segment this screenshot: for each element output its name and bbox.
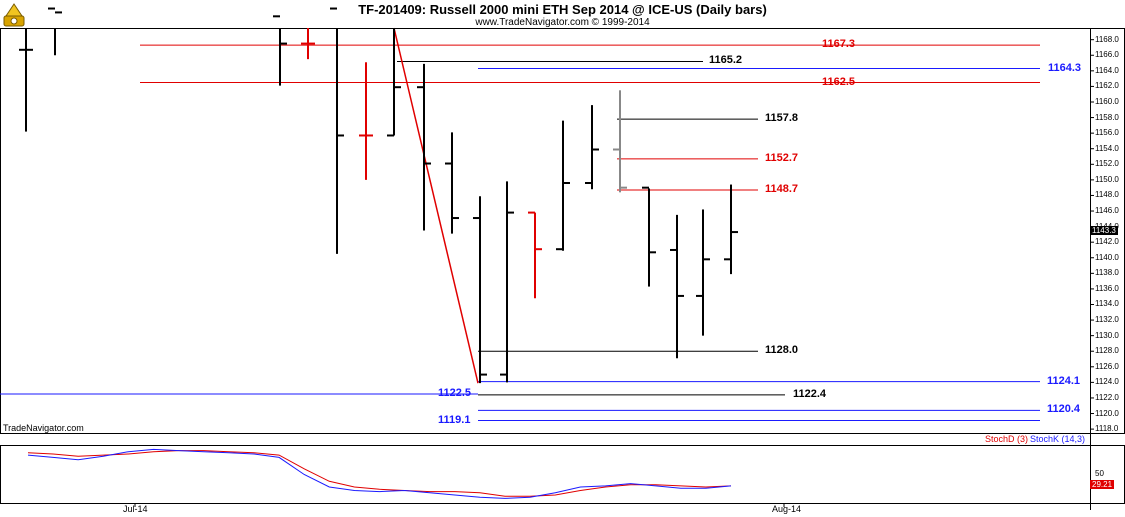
oscillator-last-value: 29.21 bbox=[1090, 480, 1115, 490]
y-tick-label: 1130.0 bbox=[1095, 330, 1119, 340]
stoch-series-line bbox=[27, 448, 732, 499]
y-tick-label: 1156.0 bbox=[1095, 128, 1119, 138]
oscillator-panel-border bbox=[0, 445, 1125, 504]
y-tick-label: 1162.0 bbox=[1095, 81, 1119, 91]
copyright-text: www.TradeNavigator.com © 1999-2014 bbox=[475, 17, 650, 28]
y-tick-label: 1150.0 bbox=[1095, 174, 1119, 184]
y-tick-label: 1154.0 bbox=[1095, 143, 1119, 153]
chart-title: TF-201409: Russell 2000 mini ETH Sep 201… bbox=[358, 2, 767, 17]
y-tick-label: 1166.0 bbox=[1095, 50, 1119, 60]
level-label-1148.7: 1148.7 bbox=[765, 183, 799, 195]
level-label-1128.0: 1128.0 bbox=[765, 344, 799, 357]
stoch-series-line bbox=[27, 450, 732, 497]
level-label-1167.3: 1167.3 bbox=[822, 38, 856, 51]
trade-navigator-logo-icon bbox=[2, 2, 26, 28]
y-tick-label: 1122.0 bbox=[1095, 392, 1119, 402]
y-tick-label: 1132.0 bbox=[1095, 315, 1119, 325]
y-tick-label: 1158.0 bbox=[1095, 112, 1119, 122]
level-label-1152.7: 1152.7 bbox=[765, 151, 799, 164]
level-label-1122.4: 1122.4 bbox=[793, 387, 827, 400]
y-tick-label: 1126.0 bbox=[1095, 361, 1119, 371]
x-axis-label: Aug-14 bbox=[772, 504, 802, 514]
level-label-1124.1: 1124.1 bbox=[1047, 374, 1081, 387]
last-price-label: 1143.3 bbox=[1090, 226, 1118, 236]
y-tick-label: 1148.0 bbox=[1095, 190, 1119, 200]
trend-line bbox=[393, 27, 479, 384]
y-tick-label: 1168.0 bbox=[1095, 34, 1119, 44]
y-tick-label: 1152.0 bbox=[1095, 159, 1119, 169]
level-label-1120.4: 1120.4 bbox=[1047, 403, 1081, 416]
y-tick-label: 1124.0 bbox=[1095, 377, 1119, 387]
level-label-1157.8: 1157.8 bbox=[765, 112, 799, 125]
y-tick-label: 1128.0 bbox=[1095, 346, 1119, 356]
y-tick-label: 1160.0 bbox=[1095, 96, 1119, 106]
y-tick-label: 1140.0 bbox=[1095, 252, 1119, 262]
level-label-1164.3: 1164.3 bbox=[1048, 61, 1082, 74]
legend-stochd: StochD (3) bbox=[985, 434, 1029, 444]
level-label-1162.5: 1162.5 bbox=[822, 75, 856, 88]
legend-stochk: StochK (14,3) bbox=[1030, 434, 1086, 444]
level-label-1165.2: 1165.2 bbox=[709, 54, 743, 67]
oscillator-y-tick: 50 bbox=[1095, 468, 1104, 478]
x-axis-label: Jul-14 bbox=[123, 504, 148, 514]
y-tick-label: 1134.0 bbox=[1095, 299, 1119, 309]
level-label-1119.1: 1119.1 bbox=[438, 413, 471, 426]
y-tick-label: 1164.0 bbox=[1095, 65, 1119, 75]
source-label: TradeNavigator.com bbox=[3, 423, 84, 433]
level-label-1122.5: 1122.5 bbox=[438, 387, 472, 400]
y-tick-label: 1118.0 bbox=[1095, 424, 1119, 434]
y-tick-label: 1146.0 bbox=[1095, 206, 1119, 216]
y-tick-label: 1120.0 bbox=[1095, 408, 1119, 418]
y-tick-label: 1138.0 bbox=[1095, 268, 1119, 278]
y-tick-label: 1136.0 bbox=[1095, 283, 1119, 293]
y-tick-label: 1142.0 bbox=[1095, 237, 1119, 247]
